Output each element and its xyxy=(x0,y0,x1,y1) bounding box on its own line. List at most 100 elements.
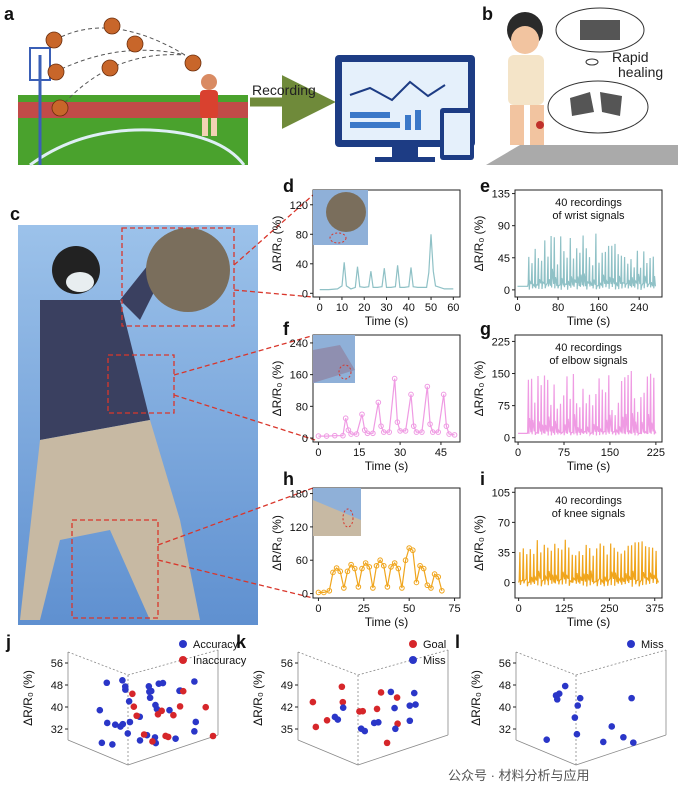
signal-data-point xyxy=(446,431,452,437)
signal-data-point xyxy=(355,584,362,590)
signal-data-point xyxy=(435,429,442,435)
chart-g-elbow-recordings: 0 75 150 225 0 75 150 225 Time (s) ΔR/R₀ (%) 40 re… xyxy=(472,334,665,473)
scatter-data-point xyxy=(576,694,584,702)
x-tick-label: 75 xyxy=(448,603,460,615)
signal-data-point xyxy=(361,427,368,433)
x-tick-label: 160 xyxy=(589,302,607,314)
signal-data-point xyxy=(410,547,416,554)
y-tick-label: 80 xyxy=(296,401,308,413)
z-tick-label: 40 xyxy=(499,702,511,714)
panel-label-h: h xyxy=(283,469,294,489)
x-axis-label: Time (s) xyxy=(567,459,611,473)
panel-label-l: l xyxy=(455,632,460,652)
scatter-data-point xyxy=(608,723,616,730)
injured-player-illustration xyxy=(486,12,678,165)
scatter-data-point xyxy=(125,698,133,705)
legend-label: Inaccuracy xyxy=(193,655,247,667)
chart-h-knee-single: 0 25 50 75 0 60 120 180 Time (s) ΔR/R₀ (%) xyxy=(270,487,461,629)
scatter-data-point xyxy=(394,720,401,728)
scatter-data-point xyxy=(126,718,134,726)
intact-film-icon xyxy=(580,20,620,40)
x-tick-label: 225 xyxy=(647,447,665,459)
z-tick-label: 48 xyxy=(51,680,63,692)
signal-data-point xyxy=(315,433,322,439)
healing-label: healing xyxy=(618,64,663,80)
panel-label-a: a xyxy=(4,4,15,24)
y-tick-label: 180 xyxy=(290,489,308,501)
y-axis-label: ΔR/R₀ (%) xyxy=(472,515,486,571)
scatter-data-point xyxy=(553,696,561,703)
panel-label-c: c xyxy=(10,204,20,224)
z-tick-label: 35 xyxy=(281,724,293,736)
signal-data-point xyxy=(420,565,427,572)
panel-label-g: g xyxy=(480,319,491,339)
scatter-data-point xyxy=(133,712,140,720)
y-axis-label: ΔR/R₀ (%) xyxy=(270,216,284,272)
signal-data-point xyxy=(439,587,445,594)
x-tick-label: 50 xyxy=(403,603,415,615)
axes-box-edge xyxy=(575,734,667,766)
axes-frame xyxy=(312,334,461,443)
scatter-data-point xyxy=(406,702,414,709)
legend-marker xyxy=(409,640,417,648)
signal-data-point xyxy=(419,429,425,435)
signal-series-line xyxy=(318,378,455,437)
scatter-data-point xyxy=(129,690,136,698)
axes-box-edge xyxy=(127,734,219,766)
player-photo-silhouette xyxy=(20,228,230,620)
scatter-data-point xyxy=(392,725,399,733)
y-tick-label: 0 xyxy=(302,433,308,445)
recordings-title-line2: of elbow signals xyxy=(549,355,628,367)
inset-knee-photo xyxy=(313,488,361,536)
axes-box-edge xyxy=(297,739,359,766)
x-tick-label: 20 xyxy=(358,302,370,314)
scatter-data-point xyxy=(172,735,179,742)
x-tick-label: 10 xyxy=(336,302,348,314)
x-tick-label: 80 xyxy=(552,302,564,314)
y-tick-label: 240 xyxy=(290,338,308,350)
scatter-data-point xyxy=(331,713,339,721)
recordings-title-line1: 40 recordings xyxy=(555,342,622,354)
panel-label-e: e xyxy=(480,176,490,196)
knee-highlight-box xyxy=(71,519,159,619)
axes-box-edge xyxy=(297,651,359,676)
knee-connector-bottom xyxy=(157,559,314,599)
scatter-data-point xyxy=(628,694,635,702)
scatter-data-point xyxy=(117,723,124,730)
recordings-title-line1: 40 recordings xyxy=(555,197,622,209)
elbow-highlight-box xyxy=(107,354,175,414)
scatter-data-point xyxy=(377,689,385,696)
signal-data-point xyxy=(341,585,347,591)
scatter-data-point xyxy=(393,694,401,701)
signal-data-point xyxy=(337,568,344,575)
x-tick-label: 375 xyxy=(646,603,664,615)
x-tick-label: 150 xyxy=(601,447,619,459)
signal-data-point xyxy=(380,562,387,569)
scatter-data-point xyxy=(339,704,347,711)
signal-data-point xyxy=(380,429,387,435)
x-axis-label: Time (s) xyxy=(365,314,409,328)
scatter-data-point xyxy=(96,706,104,714)
y-tick-label: 0 xyxy=(504,285,510,297)
scatter-data-point xyxy=(119,677,126,684)
signal-data-point xyxy=(362,560,369,566)
basketball-icons xyxy=(45,17,202,117)
chart-i-knee-recordings: 0 125 250 375 0 35 70 105 Time (s) ΔR/R₀ (%) 40 re… xyxy=(472,487,664,629)
thought-dot xyxy=(585,58,599,66)
y-tick-label: 120 xyxy=(290,522,308,534)
x-tick-label: 15 xyxy=(353,447,365,459)
signal-data-point xyxy=(359,565,365,572)
chart-j-accuracy-scatter: 32 40 48 56 ΔR/R₀ (%) Accuracy Inaccuracy xyxy=(21,639,247,766)
x-tick-label: 0 xyxy=(515,447,521,459)
signal-data-point xyxy=(427,421,433,427)
monitor-illustration xyxy=(335,55,475,162)
throw-arc-1 xyxy=(54,27,186,56)
legend-label: Miss xyxy=(641,639,664,651)
x-tick-label: 40 xyxy=(403,302,415,314)
y-tick-label: 35 xyxy=(498,547,510,559)
chart-k-goal-scatter: 35 42 49 56 ΔR/R₀ (%) Goal Miss xyxy=(251,639,449,766)
panel-label-i: i xyxy=(480,469,485,489)
signal-data-point xyxy=(342,415,349,422)
scatter-data-point xyxy=(122,686,129,693)
